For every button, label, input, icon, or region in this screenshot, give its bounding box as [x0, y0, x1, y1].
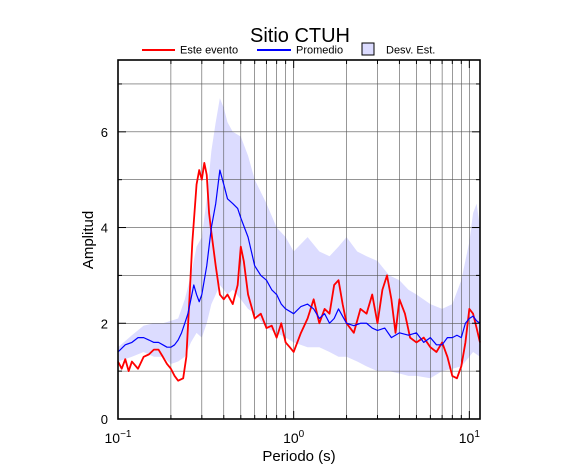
x-tick-label: 100	[283, 429, 305, 446]
plot-frame	[117, 59, 481, 420]
legend: Este evento Promedio Desv. Est.	[142, 42, 435, 57]
legend-label-desv-est: Desv. Est.	[386, 45, 435, 57]
y-tick-label: 4	[101, 221, 108, 236]
std-dev-band-layer	[118, 98, 480, 379]
legend-label-este-evento: Este evento	[180, 45, 238, 57]
x-axis-label: Periodo (s)	[262, 448, 335, 465]
axis-ticks: 0 2 4 6 10−1 100 101	[101, 60, 481, 446]
y-tick-label: 0	[101, 412, 108, 427]
series-band-desv-est	[118, 98, 480, 379]
legend-swatch-desv-est	[361, 42, 375, 56]
y-tick-label: 6	[101, 125, 108, 140]
series-layer	[117, 162, 481, 382]
x-tick-label: 101	[459, 429, 481, 446]
series-line-este-evento	[117, 162, 481, 382]
legend-label-promedio: Promedio	[296, 45, 343, 57]
y-axis-label: Amplitud	[80, 211, 97, 269]
y-tick-label: 2	[101, 316, 108, 331]
x-tick-label: 10−1	[105, 429, 132, 446]
chart-title: Sitio CTUH	[250, 25, 350, 47]
series-line-promedio	[117, 169, 481, 353]
